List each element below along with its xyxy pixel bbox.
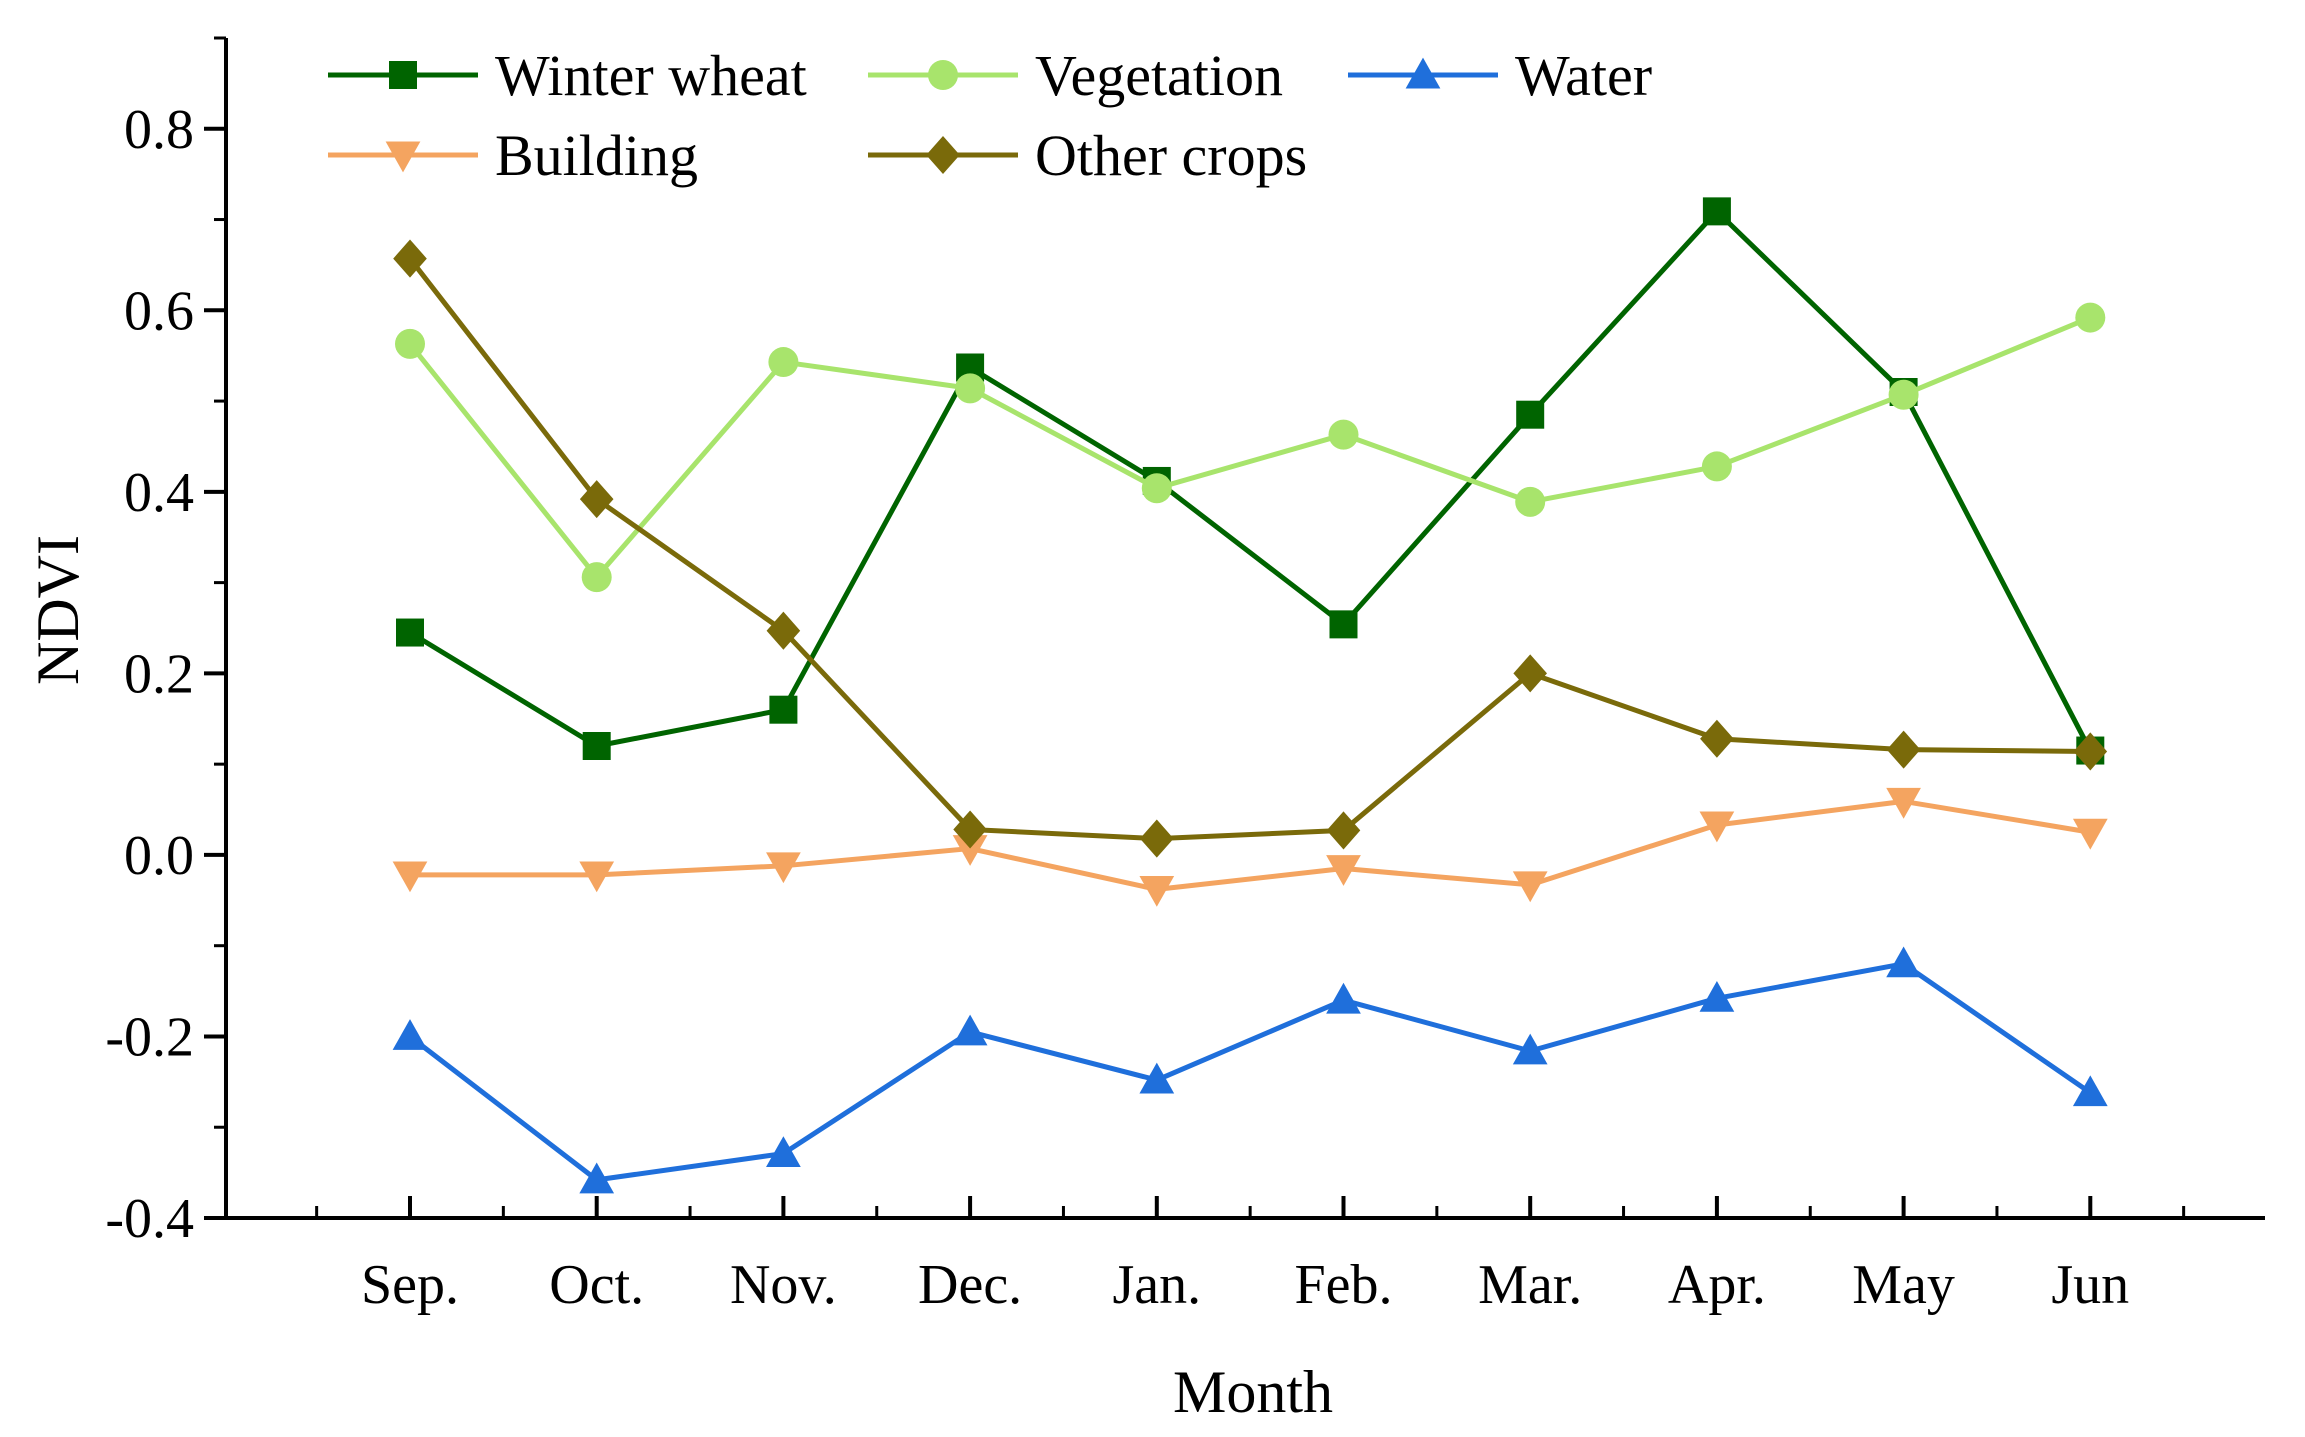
legend-label: Water (1515, 43, 1652, 108)
data-point-water (1512, 1033, 1548, 1065)
series-other-crops (393, 239, 2108, 858)
data-point-winter-wheat (1702, 197, 1731, 226)
legend-item-building: Building (328, 123, 698, 188)
legend-swatch-marker (926, 135, 960, 175)
legend-label: Vegetation (1035, 43, 1283, 108)
series-winter-wheat (396, 197, 2105, 765)
data-point-building (952, 835, 988, 866)
series-layer (392, 197, 2108, 1194)
data-point-building (579, 861, 615, 893)
data-point-winter-wheat (1516, 400, 1545, 429)
data-point-vegetation (768, 347, 799, 378)
legend-label: Other crops (1035, 123, 1307, 188)
data-point-vegetation (1515, 486, 1546, 517)
legend-item-vegetation: Vegetation (868, 43, 1283, 108)
legend-item-winter-wheat: Winter wheat (328, 43, 807, 108)
data-point-building (1699, 811, 1735, 843)
data-point-other-crops (2073, 732, 2108, 771)
data-point-water (392, 1019, 428, 1050)
y-tick-label: 0.6 (124, 280, 194, 342)
data-point-other-crops (1513, 654, 1547, 693)
data-point-vegetation (1141, 473, 1172, 504)
x-axis-title: Month (1173, 1359, 1333, 1425)
data-point-water (1699, 980, 1735, 1012)
x-tick-label: Dec. (918, 1254, 1022, 1316)
series-building (392, 787, 2108, 907)
series-line-water (408, 961, 2092, 1183)
y-axis-ticks: -0.4 -0.2 0.0 0.2 0.4 0.6 0.8 (105, 36, 226, 1250)
data-point-building (1512, 871, 1548, 903)
axes (224, 38, 2265, 1220)
y-tick-label: 0.8 (124, 99, 194, 161)
data-point-winter-wheat (1329, 610, 1358, 639)
legend: Winter wheat Vegetation Water Building Other… (328, 43, 1652, 188)
data-point-winter-wheat (582, 732, 611, 760)
data-point-vegetation (1328, 419, 1359, 450)
data-point-water (766, 1136, 801, 1167)
data-point-other-crops (1140, 819, 1174, 858)
legend-swatch-marker (928, 60, 958, 90)
data-point-water (2072, 1075, 2108, 1107)
x-tick-label: Sep. (361, 1254, 459, 1316)
data-point-building (1886, 787, 1921, 819)
y-tick-label: 0.0 (124, 825, 194, 887)
data-point-other-crops (1886, 730, 1921, 769)
data-point-winter-wheat (769, 695, 798, 724)
data-point-vegetation (1888, 379, 1919, 410)
data-point-other-crops (393, 239, 427, 278)
data-point-vegetation (1701, 451, 1732, 482)
x-axis-ticks: Sep. Oct. Nov. Dec. Jan. Feb. Mar. Apr. May Jun (315, 1196, 2186, 1316)
legend-item-other-crops: Other crops (868, 123, 1307, 188)
data-point-vegetation (2075, 302, 2106, 333)
data-point-building (766, 852, 801, 884)
x-tick-label: Apr. (1668, 1254, 1766, 1316)
data-point-vegetation (955, 373, 986, 404)
legend-swatch-marker (389, 61, 417, 89)
legend-swatch-marker (1405, 57, 1441, 89)
x-tick-label: Mar. (1478, 1254, 1582, 1316)
y-tick-label: -0.4 (105, 1188, 194, 1250)
data-point-building (1139, 875, 1175, 907)
y-tick-label: 0.2 (124, 643, 194, 705)
data-point-vegetation (581, 562, 612, 593)
series-line-building (410, 798, 2091, 892)
y-tick-label: 0.4 (124, 462, 194, 524)
data-point-other-crops (766, 611, 801, 650)
data-point-vegetation (395, 328, 425, 359)
legend-swatch-marker (385, 141, 421, 173)
x-tick-label: Nov. (730, 1254, 837, 1316)
series-water (392, 946, 2108, 1194)
data-point-building (2072, 818, 2108, 850)
series-line-vegetation (408, 315, 2092, 580)
x-tick-label: Oct. (549, 1254, 644, 1316)
series-line-winter-wheat (408, 208, 2093, 752)
data-point-building (1326, 855, 1361, 886)
data-point-water (579, 1162, 615, 1194)
data-point-other-crops (1326, 811, 1361, 850)
data-point-water (1139, 1062, 1175, 1094)
x-tick-label: May (1852, 1254, 1955, 1316)
series-vegetation (395, 302, 2106, 593)
data-point-water (1886, 946, 1921, 978)
data-point-other-crops (1700, 719, 1734, 758)
y-axis-title: NDVI (25, 535, 91, 685)
data-point-winter-wheat (396, 618, 424, 647)
x-tick-label: Jun (2051, 1254, 2129, 1316)
legend-item-water: Water (1348, 43, 1652, 108)
legend-label: Building (495, 123, 698, 188)
legend-label: Winter wheat (495, 43, 807, 108)
y-tick-label: -0.2 (105, 1006, 194, 1068)
series-line-other-crops (408, 257, 2091, 842)
x-tick-label: Jan. (1112, 1254, 1201, 1316)
data-point-building (392, 861, 428, 893)
data-point-other-crops (953, 810, 987, 849)
data-point-other-crops (579, 480, 614, 519)
data-point-water (1326, 982, 1361, 1014)
data-point-water (952, 1014, 988, 1046)
x-tick-label: Feb. (1295, 1254, 1393, 1316)
